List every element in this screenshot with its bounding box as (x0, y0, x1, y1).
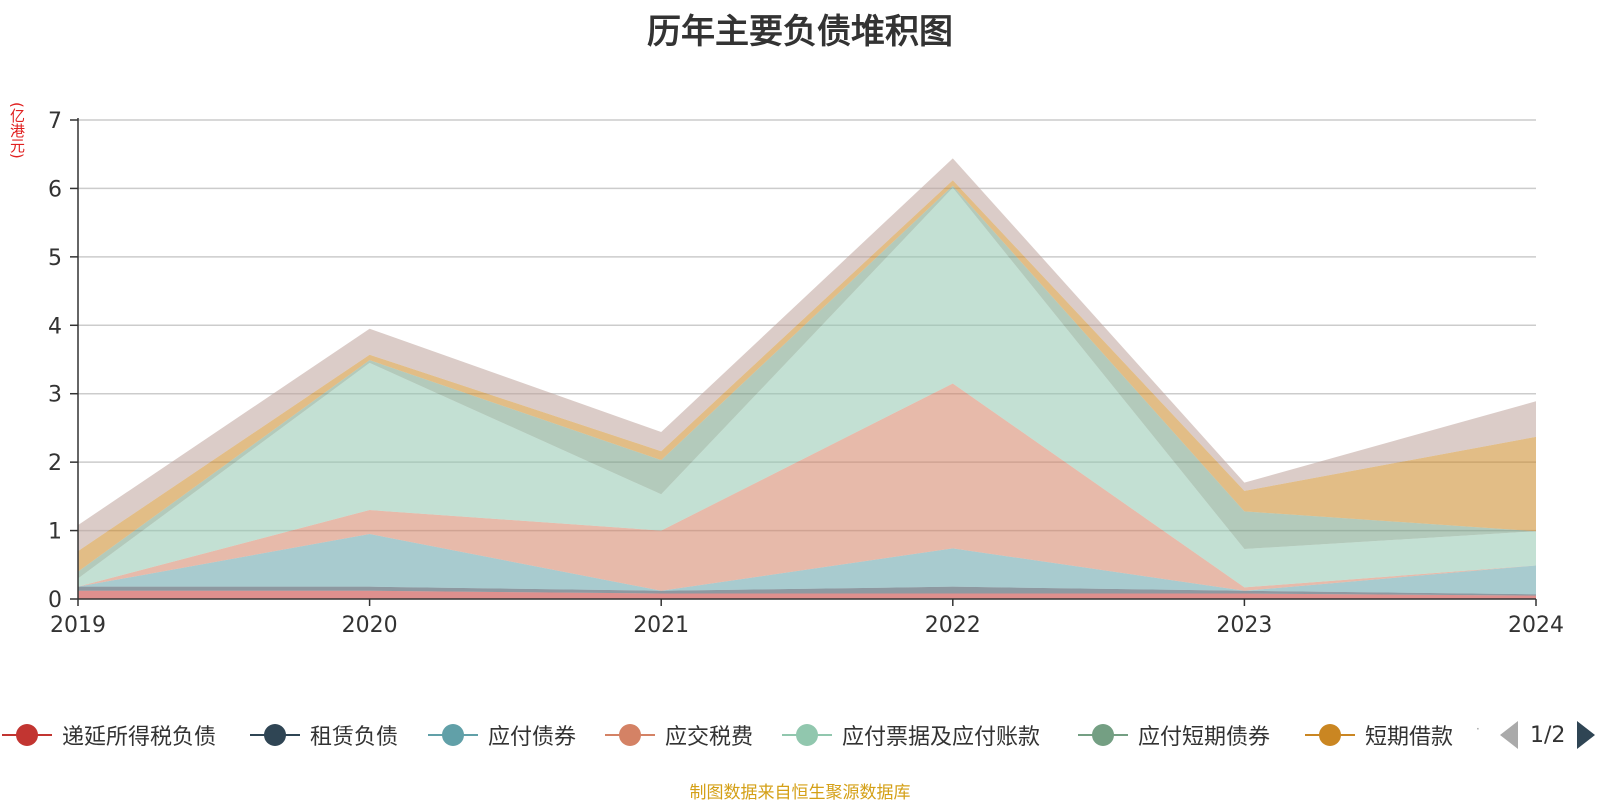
x-tick-label: 2019 (50, 613, 106, 638)
legend: 递延所得税负债 租赁负债 应付债券 应交税费 应付票据及应付账款 应付短期债券 短期借款 (0, 718, 1600, 752)
source-note: 制图数据来自恒生聚源数据库 (689, 783, 911, 803)
x-tick-label: 2020 (342, 613, 398, 638)
y-tick-label: 0 (48, 588, 62, 613)
legend-label: 短期借款 (1365, 725, 1454, 750)
legend-item[interactable]: 应付短期债券 (1078, 718, 1270, 752)
x-tick-label: 2022 (925, 613, 981, 638)
legend-marker-icon (1305, 718, 1355, 752)
legend-marker-icon (250, 718, 300, 752)
y-tick-label: 3 (48, 383, 62, 408)
area-series-4 (78, 187, 1536, 588)
legend-item[interactable]: 租赁负债 (250, 718, 398, 752)
x-tick-label: 2021 (633, 613, 689, 638)
legend-item[interactable]: 应付债券 (428, 718, 576, 752)
chart-plot: 0 1 2 3 4 5 6 7 2019 2020 2021 2022 2023 2024 (48, 109, 1564, 638)
y-tick-label: 5 (48, 246, 62, 271)
x-tick-label: 2024 (1508, 613, 1564, 638)
legend-next-page-icon[interactable] (1577, 721, 1596, 749)
legend-label: 应付债券 (488, 725, 577, 750)
y-axis-unit-label: (亿港元) (8, 102, 26, 159)
legend-label: 递延所得税负债 (62, 725, 217, 750)
legend-more-mark: · (1476, 722, 1480, 736)
legend-item[interactable]: 递延所得税负债 (2, 718, 216, 752)
legend-label: 租赁负债 (310, 725, 399, 750)
area-series-5 (78, 185, 1536, 579)
area-series-1 (78, 586, 1536, 596)
legend-label: 应交税费 (665, 725, 754, 750)
area-series-7 (78, 158, 1536, 552)
legend-page-indicator: 1/2 (1530, 722, 1566, 748)
y-tick-label: 1 (48, 520, 62, 545)
chart-title: 历年主要负债堆积图 (647, 12, 953, 52)
area-series-2 (78, 533, 1536, 595)
legend-label: 应付短期债券 (1138, 725, 1271, 750)
legend-marker-icon (428, 718, 478, 752)
legend-marker-icon (605, 718, 655, 752)
y-tick-label: 4 (48, 314, 62, 339)
area-series-0 (78, 590, 1536, 599)
legend-label: 应付票据及应付账款 (842, 725, 1041, 750)
area-series-3 (78, 383, 1536, 591)
tick-labels: 0 1 2 3 4 5 6 7 2019 2020 2021 2022 2023 2024 (48, 109, 1564, 638)
axes (70, 118, 1537, 606)
legend-marker-icon (782, 718, 832, 752)
y-tick-label: 6 (48, 177, 62, 202)
y-tick-label: 7 (48, 109, 62, 134)
legend-item[interactable]: 短期借款 (1305, 718, 1453, 752)
stacked-areas (78, 158, 1536, 599)
y-tick-label: 2 (48, 451, 62, 476)
legend-marker-icon (1078, 718, 1128, 752)
x-tick-label: 2023 (1216, 613, 1272, 638)
legend-pager: 1/2 (1500, 718, 1596, 752)
legend-marker-icon (2, 718, 52, 752)
legend-item[interactable]: 应付票据及应付账款 (782, 718, 1040, 752)
legend-item[interactable]: 应交税费 (605, 718, 753, 752)
legend-prev-page-icon[interactable] (1500, 721, 1518, 749)
